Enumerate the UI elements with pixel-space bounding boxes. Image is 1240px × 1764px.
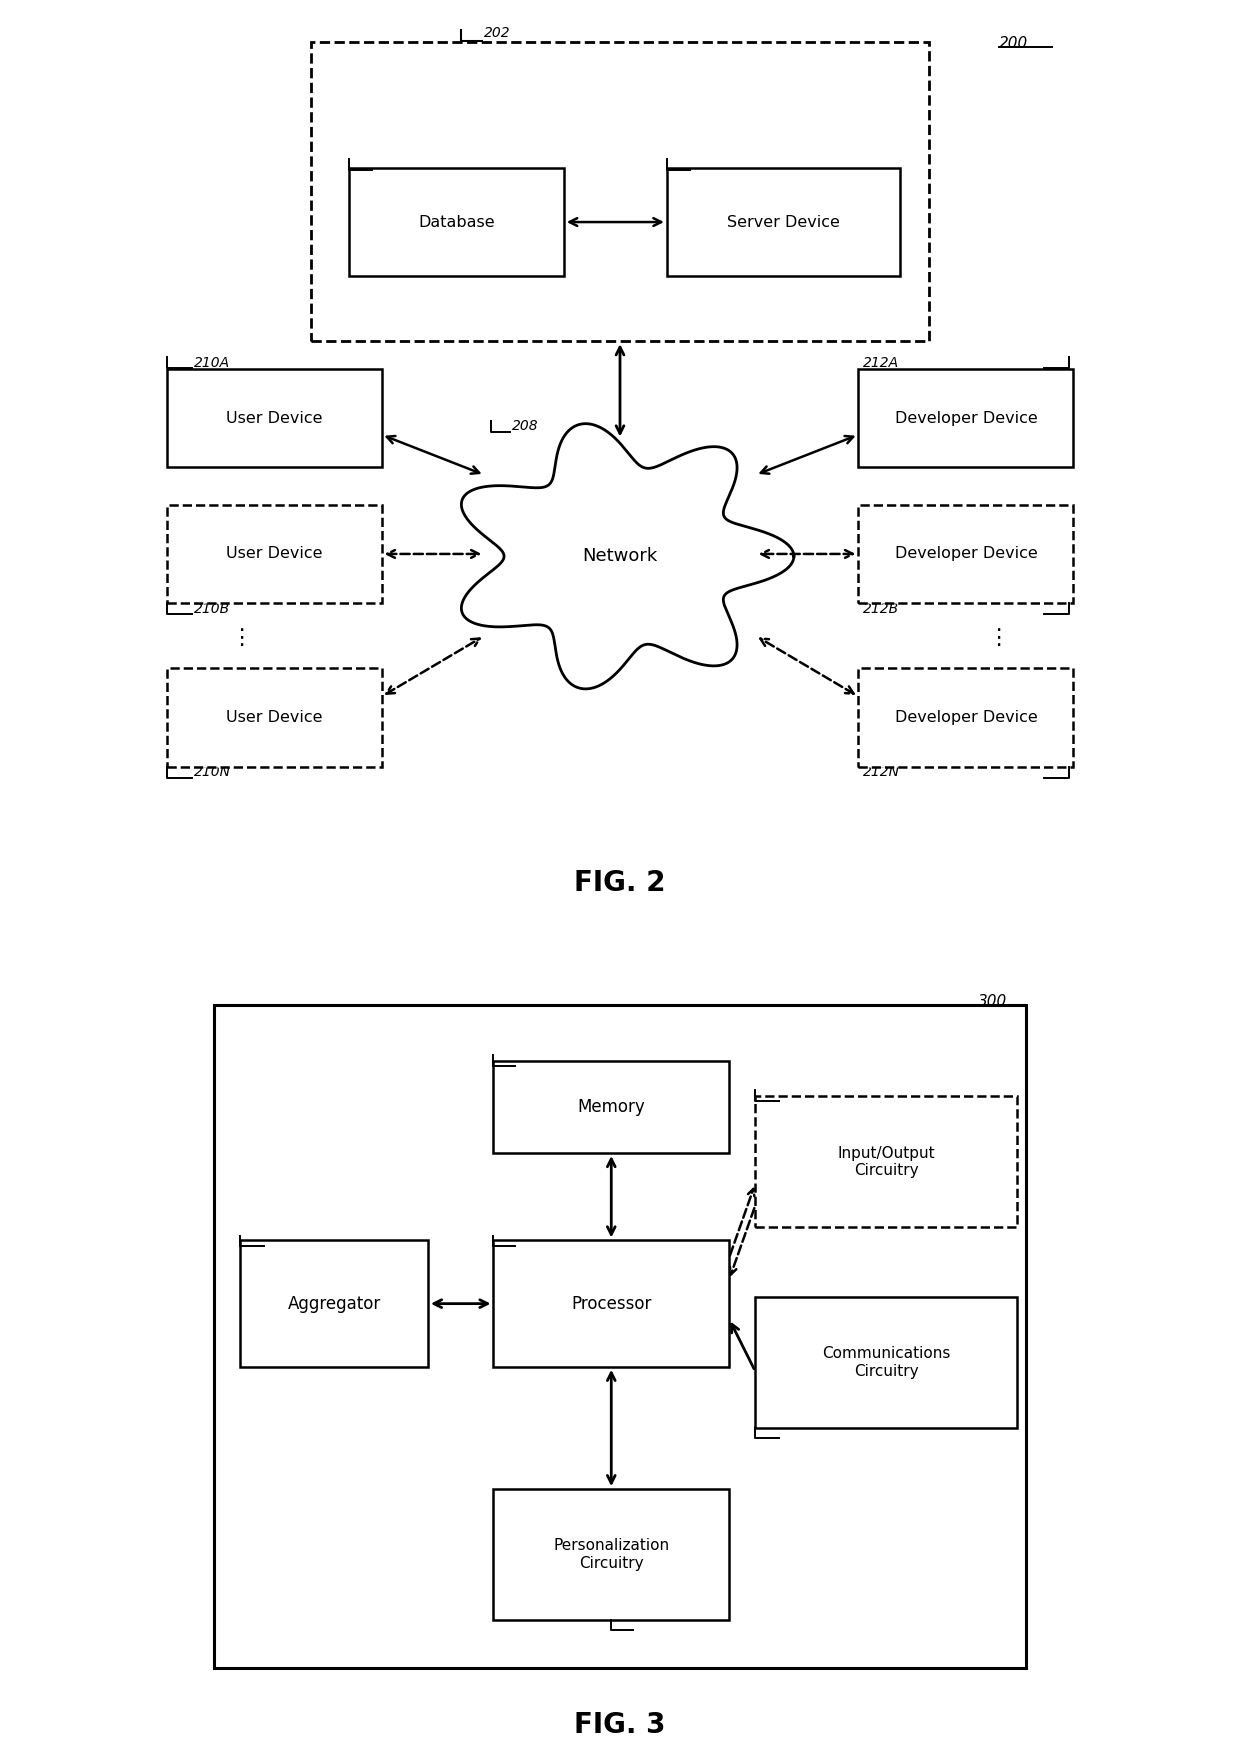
Text: 204: 204: [692, 157, 719, 171]
FancyBboxPatch shape: [858, 369, 1074, 467]
Text: Personalization
Circuitry: Personalization Circuitry: [553, 1538, 670, 1570]
FancyBboxPatch shape: [667, 168, 900, 275]
Text: Developer Device: Developer Device: [894, 411, 1038, 425]
Text: Compatibility Determination System: Compatibility Determination System: [508, 51, 775, 67]
FancyBboxPatch shape: [241, 1240, 428, 1367]
Text: Server Device: Server Device: [727, 215, 839, 229]
Text: User Device: User Device: [226, 547, 322, 561]
FancyBboxPatch shape: [311, 42, 929, 340]
Text: Processor: Processor: [572, 1295, 651, 1312]
Text: Database: Database: [418, 215, 495, 229]
Text: Network: Network: [583, 547, 657, 564]
Text: 310: 310: [635, 1618, 661, 1632]
FancyBboxPatch shape: [166, 369, 382, 467]
Text: 210A: 210A: [193, 356, 229, 370]
FancyBboxPatch shape: [494, 1062, 729, 1154]
Text: Input/Output
Circuitry: Input/Output Circuitry: [837, 1145, 935, 1178]
Text: Developer Device: Developer Device: [894, 711, 1038, 725]
Text: 210B: 210B: [193, 602, 229, 616]
Text: 306: 306: [780, 1088, 807, 1102]
Text: Aggregator: Aggregator: [288, 1295, 381, 1312]
FancyBboxPatch shape: [755, 1097, 1017, 1228]
Text: User Device: User Device: [226, 711, 322, 725]
Text: Developer Device: Developer Device: [894, 547, 1038, 561]
FancyBboxPatch shape: [348, 168, 564, 275]
Text: 302: 302: [517, 1235, 543, 1249]
FancyBboxPatch shape: [858, 505, 1074, 603]
Text: 304: 304: [517, 1053, 543, 1067]
Text: 312: 312: [265, 1235, 293, 1249]
Polygon shape: [461, 423, 794, 690]
Text: ⋮: ⋮: [987, 628, 1009, 647]
FancyBboxPatch shape: [755, 1297, 1017, 1429]
Text: 212A: 212A: [863, 356, 899, 370]
Text: 212B: 212B: [863, 602, 899, 616]
Text: Memory: Memory: [578, 1099, 645, 1117]
Text: 208: 208: [512, 420, 538, 434]
Text: FIG. 3: FIG. 3: [574, 1711, 666, 1739]
FancyBboxPatch shape: [166, 505, 382, 603]
FancyBboxPatch shape: [494, 1240, 729, 1367]
Text: 202: 202: [484, 26, 510, 41]
FancyBboxPatch shape: [166, 669, 382, 767]
FancyBboxPatch shape: [494, 1489, 729, 1619]
Text: Communications
Circuitry: Communications Circuitry: [822, 1346, 950, 1379]
Text: 200: 200: [998, 35, 1028, 51]
Text: 210N: 210N: [193, 766, 231, 780]
Text: FIG. 2: FIG. 2: [574, 870, 666, 898]
FancyBboxPatch shape: [858, 669, 1074, 767]
Text: 212N: 212N: [863, 766, 900, 780]
Text: 206: 206: [374, 157, 401, 171]
Text: 308: 308: [780, 1427, 807, 1439]
Text: 300: 300: [978, 995, 1007, 1009]
Text: User Device: User Device: [226, 411, 322, 425]
FancyBboxPatch shape: [215, 1005, 1025, 1669]
Text: ⋮: ⋮: [231, 628, 253, 647]
